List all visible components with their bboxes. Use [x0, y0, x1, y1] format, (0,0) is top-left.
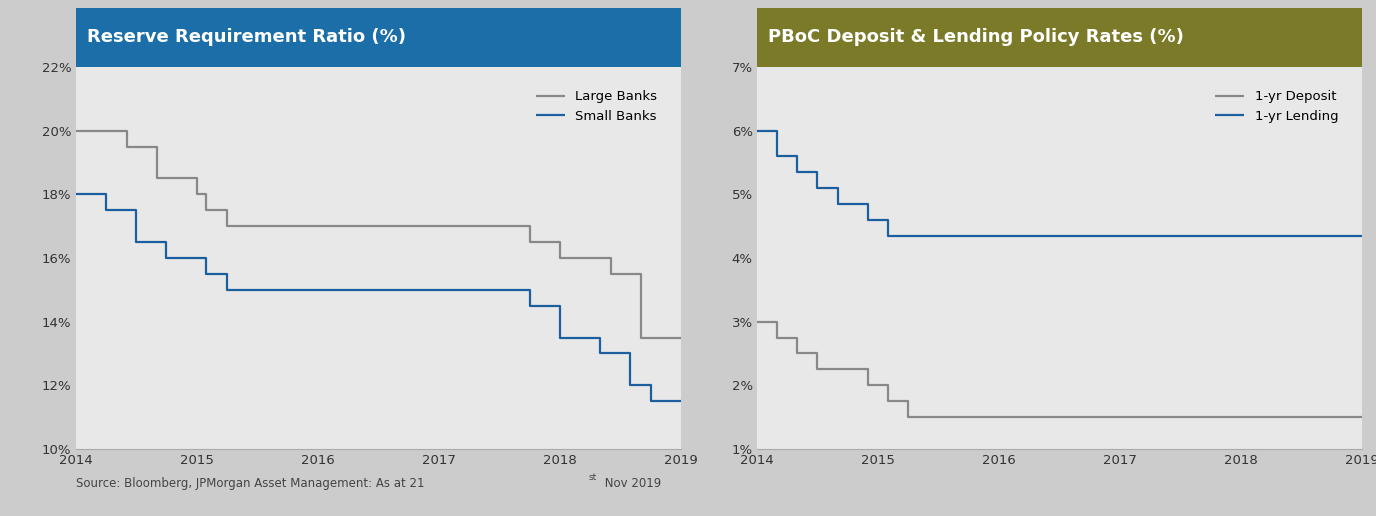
Small Banks	[643, 382, 659, 389]
1-yr Lending	[1364, 233, 1376, 239]
Large Banks	[118, 143, 135, 150]
Large Banks	[249, 223, 266, 229]
Small Banks	[98, 207, 114, 214]
Large Banks	[552, 255, 568, 261]
Small Banks	[198, 271, 215, 277]
Large Banks	[189, 175, 205, 182]
Legend: 1-yr Deposit, 1-yr Lending: 1-yr Deposit, 1-yr Lending	[1210, 85, 1343, 128]
Large Banks	[149, 175, 165, 182]
1-yr Lending	[860, 217, 877, 223]
1-yr Lending	[769, 127, 786, 134]
Small Banks	[128, 239, 144, 245]
Large Banks	[633, 334, 649, 341]
1-yr Deposit	[921, 414, 937, 420]
Small Banks	[663, 398, 680, 405]
Large Banks	[603, 255, 619, 261]
Small Banks	[622, 382, 638, 389]
1-yr Lending	[860, 201, 877, 207]
1-yr Deposit	[879, 398, 896, 405]
Large Banks	[552, 239, 568, 245]
Small Banks	[522, 302, 538, 309]
Line: Large Banks: Large Banks	[76, 131, 691, 337]
1-yr Deposit	[769, 318, 786, 325]
Small Banks	[552, 334, 568, 341]
Small Banks	[67, 191, 84, 198]
Text: st: st	[589, 474, 597, 482]
Line: Small Banks: Small Banks	[76, 195, 691, 401]
1-yr Deposit	[921, 414, 937, 420]
Small Banks	[128, 207, 144, 214]
Text: Source: Bloomberg, JPMorgan Asset Management: As at 21: Source: Bloomberg, JPMorgan Asset Manage…	[76, 477, 424, 490]
Large Banks	[219, 207, 235, 214]
Line: 1-yr Deposit: 1-yr Deposit	[757, 321, 1372, 417]
1-yr Deposit	[788, 350, 805, 357]
1-yr Deposit	[860, 366, 877, 373]
1-yr Lending	[749, 127, 765, 134]
1-yr Deposit	[749, 318, 765, 325]
Large Banks	[682, 334, 699, 341]
Line: 1-yr Lending: 1-yr Lending	[757, 131, 1372, 236]
1-yr Deposit	[809, 366, 826, 373]
1-yr Deposit	[879, 382, 896, 389]
Small Banks	[219, 271, 235, 277]
Small Banks	[643, 398, 659, 405]
Large Banks	[67, 127, 84, 134]
Small Banks	[249, 287, 266, 293]
Large Banks	[198, 191, 215, 198]
Large Banks	[198, 207, 215, 214]
Large Banks	[189, 191, 205, 198]
Large Banks	[522, 223, 538, 229]
Small Banks	[682, 398, 699, 405]
1-yr Lending	[879, 233, 896, 239]
1-yr Lending	[830, 185, 846, 191]
Large Banks	[149, 143, 165, 150]
Small Banks	[98, 191, 114, 198]
1-yr Lending	[809, 169, 826, 175]
Large Banks	[633, 271, 649, 277]
Large Banks	[522, 239, 538, 245]
Large Banks	[603, 271, 619, 277]
Small Banks	[622, 350, 638, 357]
1-yr Lending	[900, 233, 916, 239]
1-yr Deposit	[769, 334, 786, 341]
Small Banks	[158, 255, 175, 261]
1-yr Lending	[879, 217, 896, 223]
1-yr Lending	[921, 233, 937, 239]
1-yr Deposit	[860, 382, 877, 389]
1-yr Deposit	[900, 414, 916, 420]
Small Banks	[592, 350, 608, 357]
Legend: Large Banks, Small Banks: Large Banks, Small Banks	[530, 85, 662, 128]
1-yr Lending	[769, 153, 786, 159]
Large Banks	[249, 223, 266, 229]
Small Banks	[522, 287, 538, 293]
1-yr Deposit	[788, 334, 805, 341]
Text: Reserve Requirement Ratio (%): Reserve Requirement Ratio (%)	[87, 28, 406, 46]
1-yr Lending	[809, 185, 826, 191]
Small Banks	[663, 398, 680, 405]
Small Banks	[158, 239, 175, 245]
1-yr Deposit	[809, 350, 826, 357]
Small Banks	[219, 287, 235, 293]
1-yr Deposit	[900, 398, 916, 405]
Small Banks	[198, 255, 215, 261]
Text: PBoC Deposit & Lending Policy Rates (%): PBoC Deposit & Lending Policy Rates (%)	[768, 28, 1183, 46]
Small Banks	[249, 287, 266, 293]
Text: Nov 2019: Nov 2019	[601, 477, 662, 490]
1-yr Lending	[788, 169, 805, 175]
Large Banks	[118, 127, 135, 134]
1-yr Deposit	[1364, 414, 1376, 420]
1-yr Lending	[900, 233, 916, 239]
Small Banks	[552, 302, 568, 309]
1-yr Lending	[830, 201, 846, 207]
1-yr Lending	[921, 233, 937, 239]
Small Banks	[592, 334, 608, 341]
1-yr Lending	[788, 153, 805, 159]
Large Banks	[219, 223, 235, 229]
